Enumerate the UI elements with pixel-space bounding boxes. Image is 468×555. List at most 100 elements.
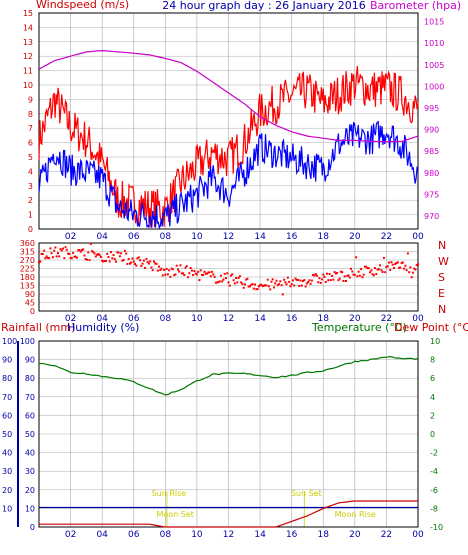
- direction-point: [39, 260, 42, 263]
- direction-point: [122, 258, 125, 261]
- direction-point: [164, 273, 167, 276]
- direction-point: [59, 248, 62, 251]
- direction-point: [409, 266, 412, 269]
- direction-point: [372, 274, 375, 277]
- direction-point: [323, 275, 326, 278]
- rain-tick-label: 80: [25, 374, 35, 383]
- direction-point: [326, 272, 328, 275]
- direction-point: [305, 282, 308, 285]
- direction-point: [226, 272, 229, 275]
- direction-tick-label: 135: [20, 282, 35, 291]
- direction-point: [144, 266, 147, 269]
- x-tick-label: 20: [349, 314, 361, 324]
- direction-tick-label: 225: [20, 265, 35, 274]
- direction-point: [380, 269, 383, 272]
- chart-title: 24 hour graph day : 26 January 2016: [162, 0, 366, 12]
- direction-point: [348, 276, 351, 279]
- direction-point: [193, 270, 196, 272]
- direction-point: [194, 272, 197, 275]
- direction-point: [270, 280, 273, 283]
- direction-point: [283, 278, 286, 281]
- direction-point: [252, 287, 255, 290]
- direction-point: [240, 281, 243, 284]
- x-tick-label: 22: [381, 530, 392, 540]
- direction-point: [198, 279, 201, 282]
- baro-tick-label: 970: [424, 212, 439, 221]
- direction-point: [360, 268, 363, 271]
- x-tick-label: 22: [381, 232, 392, 242]
- x-tick-label: 08: [160, 232, 172, 242]
- direction-point: [350, 267, 352, 270]
- wind-tick-label: 3: [28, 182, 33, 191]
- wind-tick-label: 8: [28, 110, 33, 119]
- direction-point: [342, 280, 345, 282]
- direction-point: [339, 270, 342, 273]
- baro-tick-label: 995: [424, 104, 439, 113]
- direction-point: [45, 255, 48, 258]
- direction-tick-label: 315: [20, 248, 35, 257]
- direction-point: [158, 265, 160, 268]
- direction-point: [55, 255, 58, 258]
- direction-point: [398, 266, 401, 269]
- direction-point: [216, 281, 219, 284]
- direction-point: [212, 273, 215, 276]
- direction-point: [265, 284, 268, 287]
- direction-point: [65, 248, 68, 251]
- astro-event-label: Sun Rise: [152, 489, 187, 498]
- baro-tick-label: 990: [424, 126, 439, 135]
- direction-point: [269, 288, 272, 291]
- direction-point: [310, 279, 313, 282]
- direction-point: [168, 269, 171, 272]
- direction-point: [333, 271, 336, 274]
- direction-point: [40, 252, 43, 255]
- rain-tick-label: 50: [25, 430, 35, 439]
- temp-tick-label: 6: [430, 374, 435, 383]
- direction-point: [374, 267, 376, 270]
- baro-tick-label: 985: [424, 147, 439, 156]
- wind-tick-label: 11: [23, 67, 33, 76]
- x-tick-label: 10: [191, 232, 203, 242]
- direction-point: [180, 272, 183, 275]
- direction-point: [257, 285, 260, 288]
- direction-point: [192, 274, 195, 277]
- x-tick-label: 02: [65, 314, 76, 324]
- direction-point: [130, 261, 133, 264]
- direction-point: [288, 280, 291, 283]
- direction-point: [267, 285, 270, 288]
- direction-point: [125, 252, 128, 255]
- direction-tick-label: 90: [25, 290, 35, 299]
- rain-tick-label: 60: [25, 411, 35, 420]
- wind-tick-label: 6: [28, 139, 33, 148]
- direction-point: [51, 256, 54, 259]
- direction-point: [324, 280, 327, 283]
- direction-point: [404, 264, 407, 267]
- temperature-series-line: [38, 355, 419, 396]
- humidity-axis-label: Humidity (%): [67, 321, 139, 334]
- direction-point: [121, 259, 124, 262]
- direction-point: [73, 255, 76, 258]
- direction-point: [222, 278, 225, 281]
- direction-point: [184, 266, 187, 269]
- direction-point: [390, 261, 393, 264]
- direction-point: [38, 261, 40, 264]
- direction-point: [375, 273, 378, 275]
- direction-point: [413, 267, 416, 270]
- direction-point: [146, 261, 149, 263]
- direction-point: [351, 270, 354, 273]
- direction-point: [147, 262, 150, 265]
- direction-point: [411, 271, 414, 274]
- temp-tick-label: -2: [430, 449, 438, 458]
- direction-point: [174, 273, 177, 276]
- direction-point: [307, 281, 310, 284]
- x-tick-label: 10: [191, 314, 203, 324]
- direction-point: [207, 271, 210, 274]
- direction-point: [84, 258, 87, 260]
- direction-point: [151, 269, 154, 272]
- direction-point: [231, 273, 234, 276]
- direction-point: [395, 262, 398, 264]
- direction-point: [41, 253, 44, 255]
- direction-point: [389, 268, 392, 271]
- direction-point: [79, 250, 82, 253]
- direction-point: [101, 259, 104, 262]
- direction-point: [64, 246, 67, 249]
